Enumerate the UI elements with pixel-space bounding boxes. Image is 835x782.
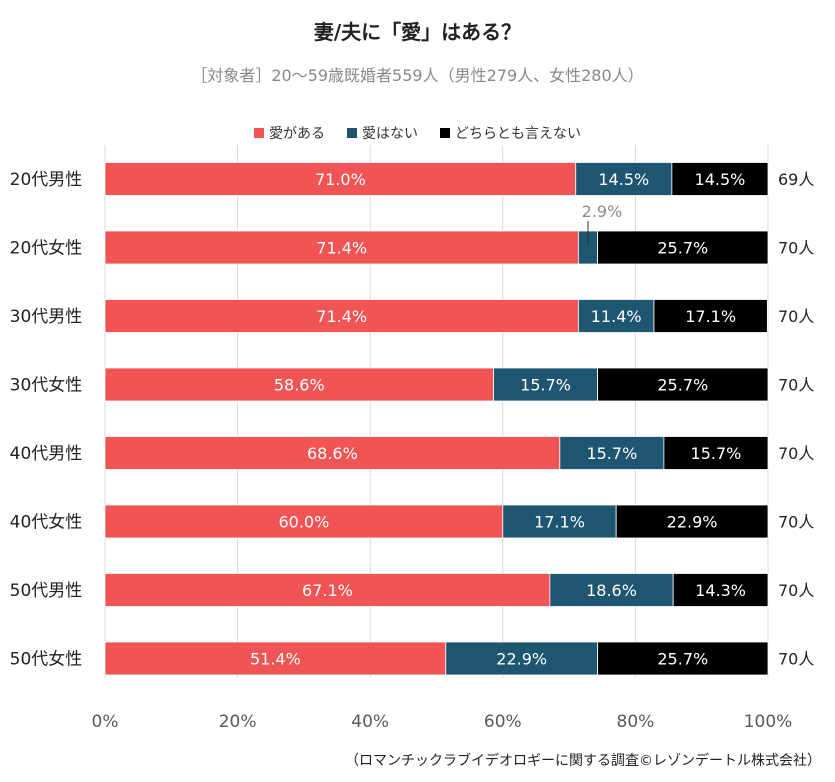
count-label: 70人 [778,239,814,258]
data-label: 22.9% [667,513,718,532]
bar-segment [615,504,769,539]
category-label: 20代女性 [10,239,83,259]
data-label: 15.7% [586,444,637,463]
x-tick-label: 60% [484,712,522,732]
bar-segment [549,573,674,607]
data-label: 17.1% [685,307,736,326]
data-label: 51.4% [250,650,301,669]
data-label: 67.1% [302,581,353,600]
bar-segment [104,367,494,402]
bar-segment [597,641,769,676]
bar-segment [597,230,769,265]
bar-segment [672,573,769,607]
bar-segment [559,436,665,470]
data-label: 2.9% [582,202,623,221]
data-label: 14.5% [695,170,746,189]
bar-segment [577,299,655,333]
bar-segment [671,162,769,196]
legend-label-no-love: 愛はない [362,126,418,142]
data-label: 60.0% [278,513,329,532]
data-label: 25.7% [657,650,708,669]
chart-subtitle: ［対象者］20～59歳既婚者559人（男性279人、女性280人） [191,66,644,85]
category-label: 20代男性 [10,170,83,190]
data-label: 11.4% [591,307,642,326]
count-label: 69人 [778,170,814,189]
legend-label-love: 愛がある [269,126,325,142]
legend-item-love: 愛がある [254,123,325,143]
source-note: （ロマンチックラブイデオロギーに関する調査©レゾンデートル株式会社） [345,753,821,769]
bar-segment [104,504,504,539]
bar-segment [445,641,599,676]
data-label: 14.3% [695,581,746,600]
data-label: 25.7% [657,239,708,258]
bar-segment [493,367,599,402]
count-label: 70人 [778,444,814,463]
data-label: 14.5% [598,170,649,189]
count-label: 70人 [778,307,814,326]
bar-segment [597,367,769,402]
data-label: 25.7% [657,376,708,395]
data-label: 15.7% [520,376,571,395]
data-label: 68.6% [307,444,358,463]
data-label: 71.0% [315,170,366,189]
legend-swatch-love [254,128,264,138]
bar-segment [104,573,551,607]
data-label: 71.4% [316,307,367,326]
category-label: 30代男性 [10,307,83,327]
legend-swatch-no-love [347,128,357,138]
legend-item-no-love: 愛はない [347,123,418,143]
x-tick-label: 20% [219,712,257,732]
legend: 愛がある 愛はない どちらとも言えない [0,123,835,143]
bar-segment [104,641,447,676]
x-tick-label: 100% [744,712,793,732]
category-label: 50代女性 [10,650,83,670]
legend-item-neither: どちらとも言えない [440,123,581,143]
x-tick-label: 80% [617,712,655,732]
count-label: 70人 [778,650,814,669]
category-label: 50代男性 [10,581,83,601]
count-label: 70人 [778,513,814,532]
data-label: 15.7% [691,444,742,463]
category-label: 40代女性 [10,513,83,533]
data-label: 17.1% [534,513,585,532]
legend-swatch-neither [440,128,450,138]
bar-segment [104,230,579,265]
category-label: 40代男性 [10,444,83,464]
legend-label-neither: どちらとも言えない [455,126,581,142]
chart-title: 妻/夫に「愛」はある？ [313,20,522,44]
bar-segment [502,504,617,539]
data-label: 22.9% [496,650,547,669]
data-label: 71.4% [316,239,367,258]
count-label: 70人 [778,581,814,600]
data-label: 58.6% [274,376,325,395]
category-label: 30代女性 [10,376,83,396]
x-tick-label: 0% [92,712,119,732]
data-label: 18.6% [586,581,637,600]
bar-segment [104,436,561,470]
count-label: 70人 [778,376,814,395]
bar-segment [653,299,768,333]
x-tick-label: 40% [351,712,389,732]
bar-segment [663,436,769,470]
